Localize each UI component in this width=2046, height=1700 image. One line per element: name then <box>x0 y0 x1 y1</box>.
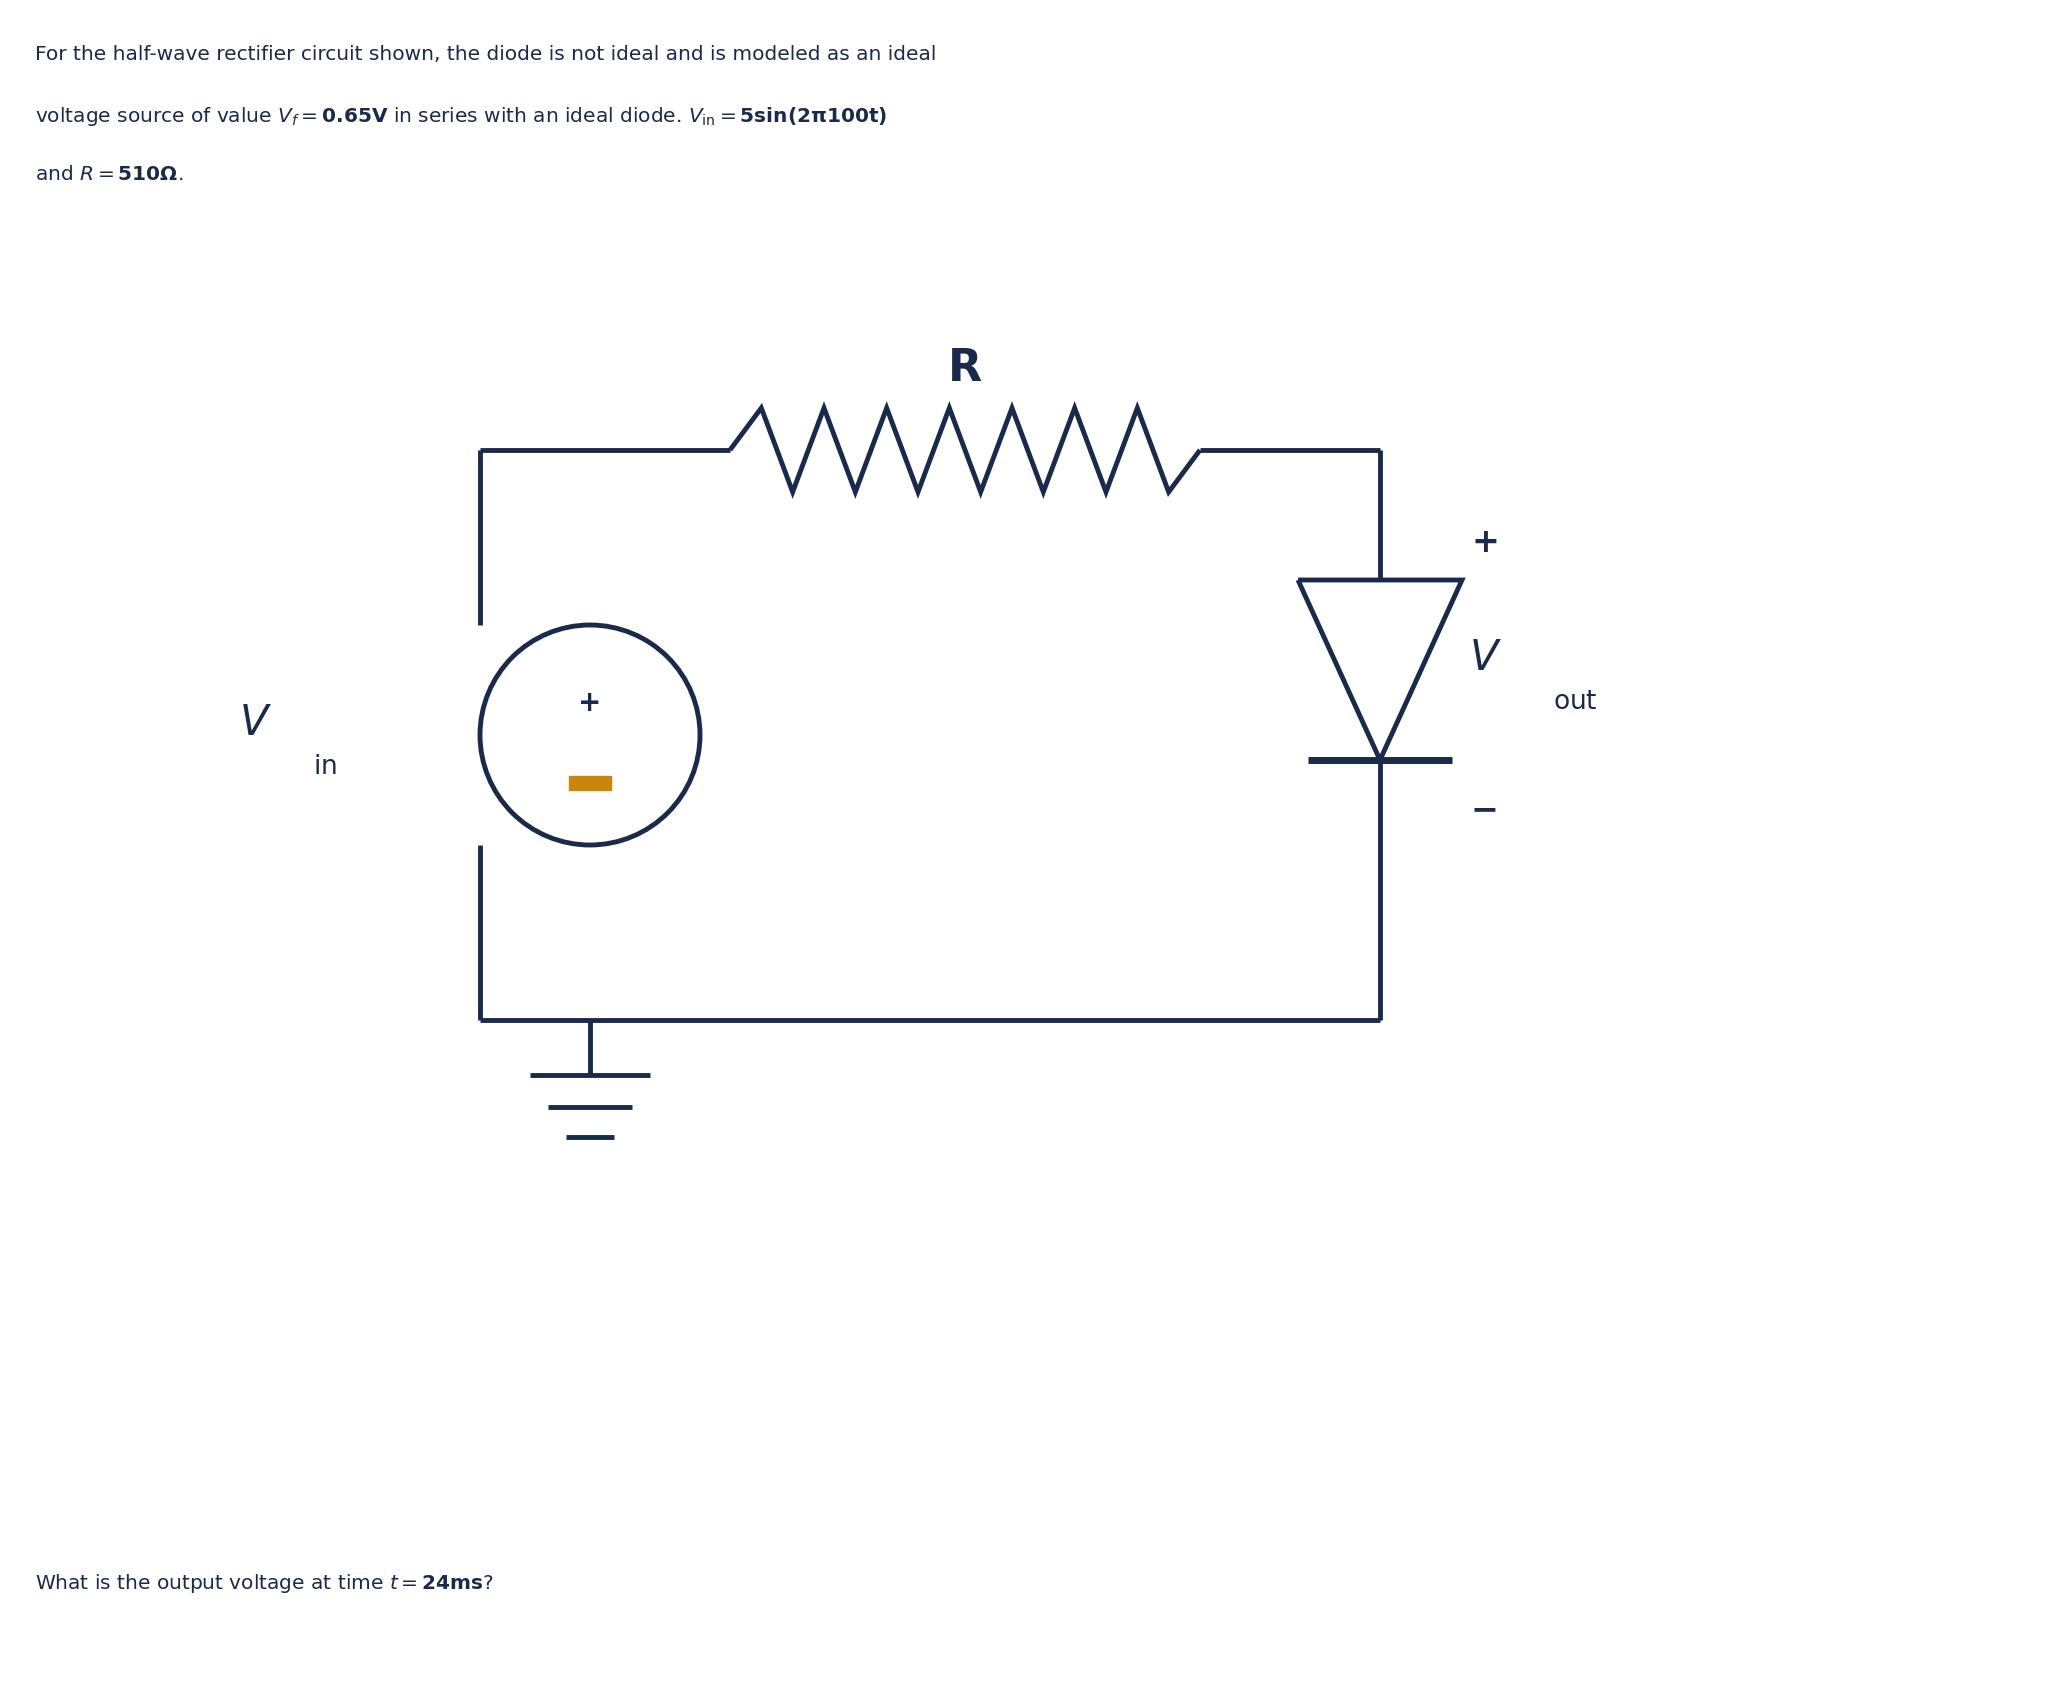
Text: For the half-wave rectifier circuit shown, the diode is not ideal and is modeled: For the half-wave rectifier circuit show… <box>35 44 937 65</box>
Text: $V$: $V$ <box>239 702 272 745</box>
Text: +: + <box>1471 525 1500 559</box>
Text: $V$: $V$ <box>1469 638 1502 678</box>
Text: voltage source of value $V_f = \mathbf{0.65V}$ in series with an ideal diode. $V: voltage source of value $V_f = \mathbf{0… <box>35 105 888 128</box>
Text: +: + <box>579 688 602 717</box>
Text: −: − <box>1471 794 1500 826</box>
Text: $\mathrm{in}$: $\mathrm{in}$ <box>313 755 338 780</box>
Bar <box>569 777 612 789</box>
Text: and $R = \mathbf{510\Omega}$.: and $R = \mathbf{510\Omega}$. <box>35 165 184 184</box>
Text: What is the output voltage at time $t = \mathbf{24ms}$?: What is the output voltage at time $t = … <box>35 1572 493 1595</box>
Text: R: R <box>947 347 982 389</box>
Text: $\mathrm{out}$: $\mathrm{out}$ <box>1553 688 1598 716</box>
